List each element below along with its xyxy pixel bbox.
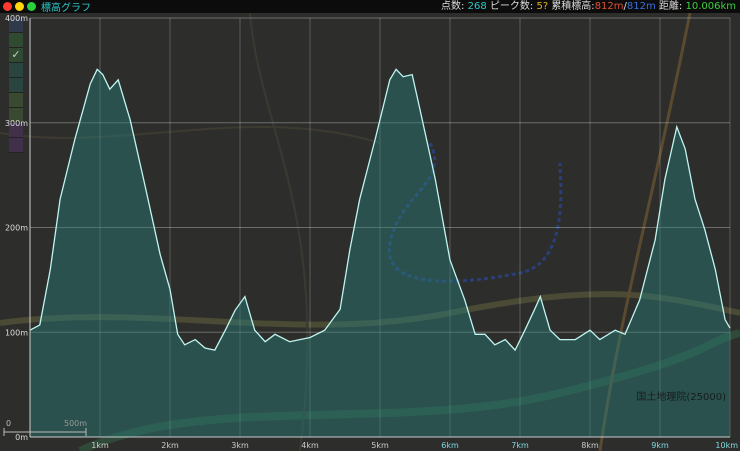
scale-label: 500m <box>64 419 87 428</box>
y-tick-label: 0m <box>15 433 28 442</box>
maximize-button[interactable] <box>27 2 36 11</box>
x-tick-label: 2km <box>161 441 179 450</box>
map-background[interactable] <box>0 13 740 451</box>
layer-button[interactable] <box>9 78 23 93</box>
y-tick-label: 300m <box>5 119 28 128</box>
elevation-line <box>29 68 731 352</box>
layer-button[interactable] <box>9 123 23 138</box>
x-tick-label: 9km <box>651 441 669 450</box>
scale-bar: 0 500m <box>3 419 87 436</box>
points-value: 268 <box>467 1 487 12</box>
stats-bar: 点数: 268 ピーク数: 5? 累積標高:812m/812m 距離: 10.0… <box>441 0 736 13</box>
distance-label: 距離: <box>658 1 683 12</box>
x-tick-label: 4km <box>301 441 319 450</box>
y-tick-label: 400m <box>5 14 28 23</box>
layer-toolbar: ✓ <box>9 18 23 153</box>
layer-button[interactable] <box>9 108 23 123</box>
layer-button[interactable] <box>9 33 23 48</box>
x-tick-label: 6km <box>441 441 459 450</box>
peaks-label: ピーク数: <box>489 1 534 12</box>
x-tick-label: 8km <box>581 441 599 450</box>
minimize-button[interactable] <box>15 2 24 11</box>
title-bar: 標高グラフ <box>0 0 740 14</box>
x-tick-label: 1km <box>91 441 109 450</box>
layer-button[interactable] <box>9 138 23 153</box>
x-tick-label: 7km <box>511 441 529 450</box>
layer-button[interactable] <box>9 18 23 33</box>
cumulative-label: 累積標高: <box>551 1 595 12</box>
y-tick-label: 200m <box>5 224 28 233</box>
map-attribution: 国土地理院(25000) <box>636 392 726 403</box>
distance-value: 10.006km <box>685 1 736 12</box>
ascent-value: 812m <box>594 1 624 12</box>
x-tick-label: 10km <box>715 441 738 450</box>
grid <box>30 17 731 437</box>
elevation-chart: 1km 2km 3km 4km 5km 6km 7km 8km 9km 10km 0m 100m 200… <box>3 14 738 450</box>
separator: / <box>623 1 627 12</box>
layer-button[interactable] <box>9 63 23 78</box>
close-button[interactable] <box>3 2 12 11</box>
axes <box>29 18 730 438</box>
peaks-value: 5? <box>536 1 549 12</box>
window-title: 標高グラフ <box>41 3 91 14</box>
y-tick-label: 100m <box>5 328 28 337</box>
layer-button[interactable] <box>9 93 23 108</box>
scale-zero: 0 <box>6 419 11 428</box>
points-label: 点数: <box>441 1 465 12</box>
elevation-area <box>30 69 730 438</box>
x-tick-label: 3km <box>231 441 249 450</box>
x-tick-label: 5km <box>371 441 389 450</box>
descent-value: 812m <box>626 1 656 12</box>
check-icon[interactable]: ✓ <box>9 48 23 63</box>
